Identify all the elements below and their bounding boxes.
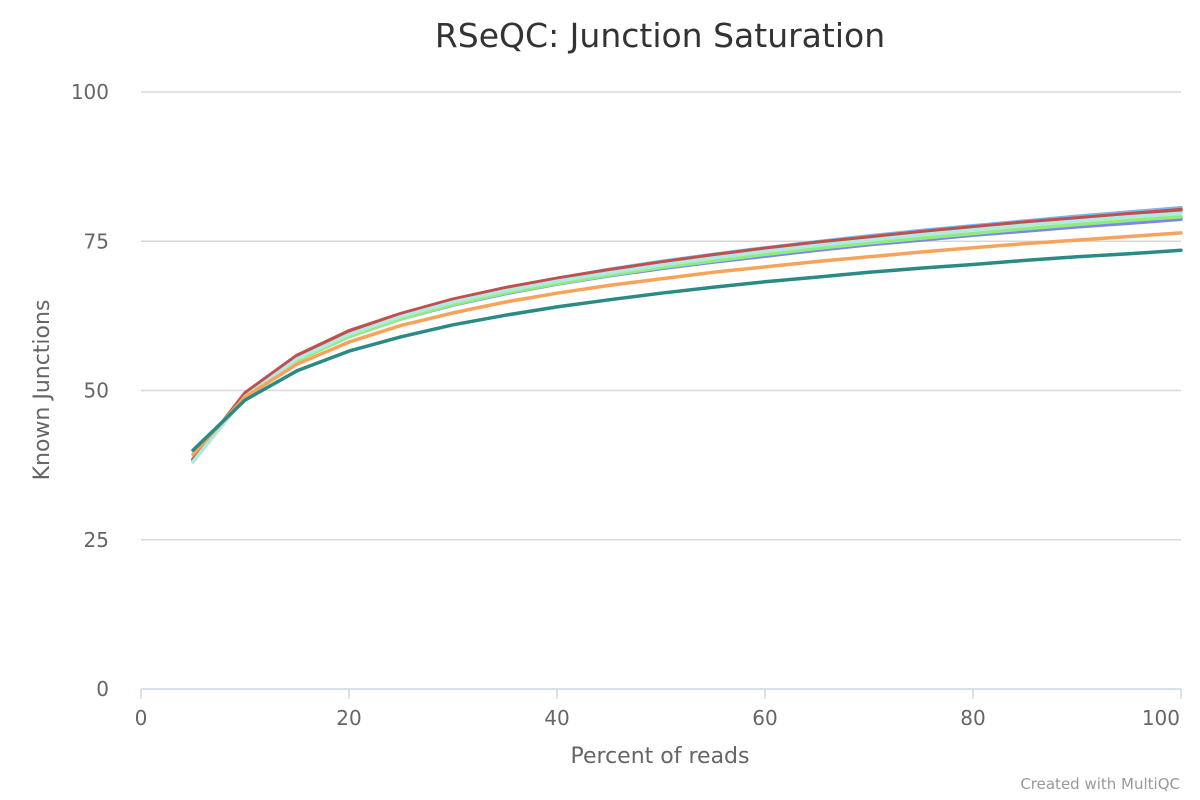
series-lines [191, 206, 1183, 464]
series-line[interactable] [191, 248, 1183, 452]
x-tick-labels: 0 20 40 60 80 100 [135, 689, 1182, 730]
y-tick-label: 0 [96, 677, 109, 701]
x-tick-label: 20 [336, 706, 361, 730]
y-tick-label: 50 [84, 379, 109, 403]
x-axis-title: Percent of reads [571, 744, 750, 769]
series-line[interactable] [191, 231, 1183, 457]
x-tick-label: 80 [960, 706, 985, 730]
y-axis-title: Known Junctions [30, 300, 55, 481]
series-line[interactable] [191, 207, 1183, 462]
y-tick-label: 75 [84, 229, 109, 253]
x-tick-label: 60 [752, 706, 777, 730]
series-line[interactable] [191, 215, 1183, 464]
series-line[interactable] [191, 211, 1183, 464]
y-tick-labels: 0 25 50 75 100 [71, 80, 109, 701]
y-tick-label: 100 [71, 80, 109, 104]
x-tick-label: 0 [135, 706, 148, 730]
y-tick-label: 25 [84, 528, 109, 552]
x-tick-label: 40 [544, 706, 569, 730]
credit-label[interactable]: Created with MultiQC [1020, 775, 1180, 793]
chart-title: RSeQC: Junction Saturation [435, 16, 885, 55]
gridlines [141, 91, 1181, 541]
x-tick-label: 100 [1142, 706, 1180, 730]
